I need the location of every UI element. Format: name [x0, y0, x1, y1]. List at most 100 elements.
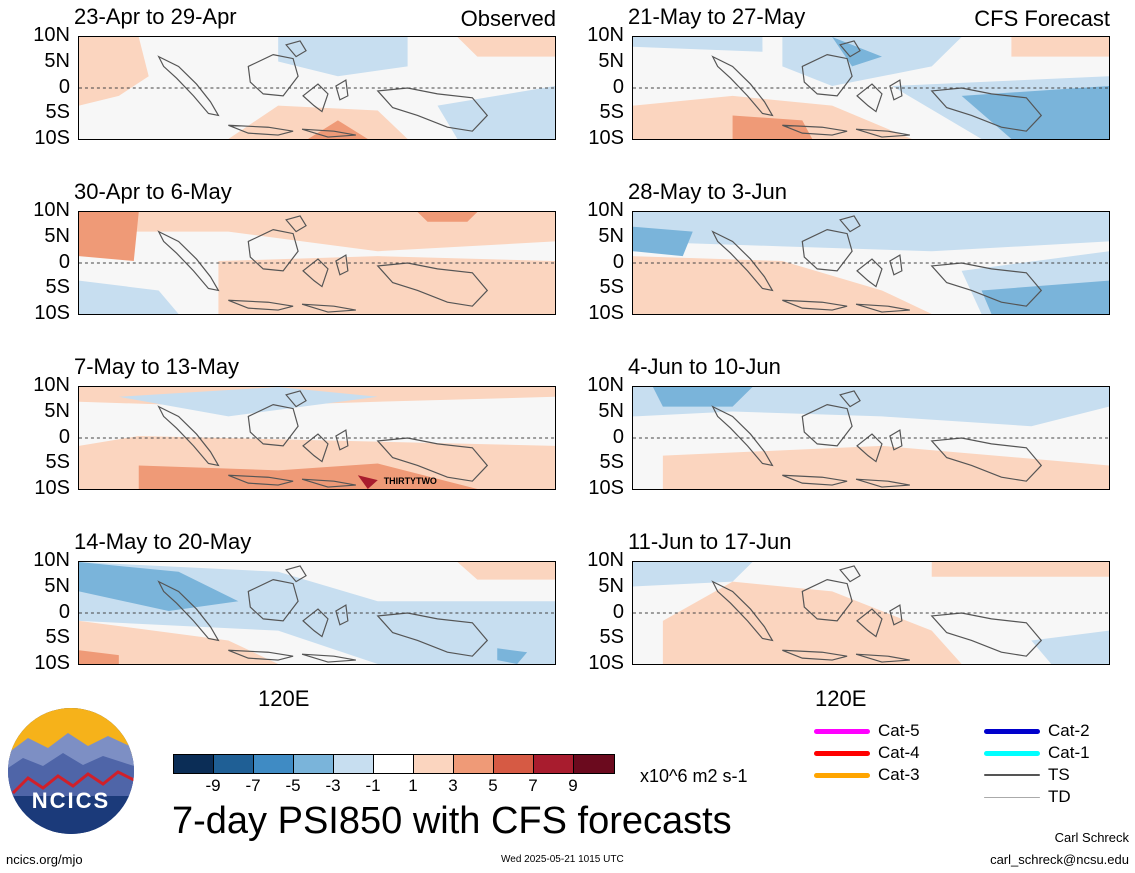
psi-contour	[633, 212, 1109, 252]
map-panel-obs-1	[78, 36, 556, 140]
psi-contour	[457, 37, 555, 57]
coastline	[301, 303, 356, 313]
psi-contour	[138, 463, 478, 489]
psi-contour	[633, 226, 693, 257]
coastline	[285, 215, 307, 233]
legend-swatch	[984, 796, 1040, 798]
coastline	[376, 262, 489, 307]
coastline	[839, 40, 861, 58]
coastline	[889, 254, 903, 276]
coastline	[285, 390, 307, 408]
lat-label: 0	[612, 76, 624, 98]
psi-map	[633, 387, 1109, 489]
psi-contour	[79, 562, 239, 612]
psi-contour	[79, 280, 179, 314]
coastline	[856, 258, 883, 288]
map-panel-obs-2	[78, 211, 556, 315]
lat-label: 5S	[599, 276, 624, 298]
legend-label: Cat-2	[1048, 721, 1090, 740]
psi-contour	[457, 562, 555, 580]
psi-contour	[981, 280, 1109, 314]
lat-label: 5N	[44, 50, 70, 72]
psi-contour	[662, 445, 1109, 489]
panel-title-fc-3: 4-Jun to 10-Jun	[628, 354, 781, 379]
psi-contour	[633, 256, 932, 314]
coastline	[228, 299, 294, 311]
lat-label: 5N	[598, 400, 624, 422]
psi-contour	[931, 562, 1109, 577]
psi-contour	[278, 37, 408, 77]
psi-contour	[662, 581, 962, 664]
legend-item-cat-3: Cat-3	[814, 764, 920, 786]
coastline	[376, 437, 489, 482]
lat-label: 5S	[45, 626, 70, 648]
lat-label: 5N	[44, 575, 70, 597]
colorbar-swatch	[214, 755, 254, 773]
legend-swatch	[984, 750, 1040, 756]
legend-label: Cat-3	[878, 765, 920, 784]
panel-title-fc-4: 11-Jun to 17-Jun	[628, 529, 792, 554]
legend-item-ts: TS	[984, 764, 1070, 786]
lat-label: 5N	[598, 225, 624, 247]
footer-email[interactable]: carl_schreck@ncsu.edu	[990, 852, 1129, 867]
lat-label: 10S	[34, 127, 70, 149]
lat-label: 10N	[33, 374, 70, 396]
coastline	[302, 433, 329, 463]
coastline	[930, 612, 1043, 657]
lat-label: 5N	[44, 225, 70, 247]
lat-label: 0	[612, 251, 624, 273]
colorbar-swatch	[294, 755, 334, 773]
panel-title-fc-1: 21-May to 27-May	[628, 4, 806, 29]
psi-map	[79, 212, 555, 314]
logo-text: NCICS	[31, 788, 111, 813]
psi-contour	[732, 115, 813, 139]
map-panel-fc-4	[632, 561, 1110, 665]
footer-author: Carl Schreck	[1054, 830, 1129, 845]
legend-swatch	[984, 774, 1040, 776]
lat-label: 5S	[45, 276, 70, 298]
coastline	[782, 474, 848, 486]
panel-label-obs-1: Observed	[460, 6, 556, 31]
coastline	[157, 230, 220, 292]
colorbar-tick: -3	[325, 776, 341, 795]
psi-map	[633, 212, 1109, 314]
footer-url[interactable]: ncics.org/mjo	[6, 852, 83, 867]
panel-title-obs-3: 7-May to 13-May	[74, 354, 240, 379]
coastline	[285, 565, 307, 583]
map-panel-fc-1	[632, 36, 1110, 140]
ncics-logo: NCICS	[8, 708, 134, 834]
psi-map	[79, 37, 555, 139]
coastline	[302, 83, 329, 113]
colorbar-swatch	[334, 755, 374, 773]
psi-contour	[652, 387, 753, 407]
lat-label: 5S	[599, 101, 624, 123]
lon-label-right: 120E	[815, 686, 867, 711]
coastline	[301, 653, 356, 663]
legend-label: TS	[1048, 765, 1070, 784]
lat-label: 10S	[34, 652, 70, 674]
psi-contour	[228, 105, 408, 139]
coastline	[228, 474, 294, 486]
coastline	[855, 653, 910, 663]
legend-swatch	[984, 728, 1040, 734]
coastline	[801, 579, 853, 622]
coastline	[856, 608, 883, 638]
legend-swatch	[814, 728, 870, 734]
coastline	[856, 433, 883, 463]
lat-label: 0	[612, 426, 624, 448]
colorbar-tick: -9	[205, 776, 221, 795]
coastline	[247, 579, 299, 622]
psi-contour	[417, 212, 478, 222]
panel-title-obs-2: 30-Apr to 6-May	[74, 179, 232, 204]
coastline	[335, 604, 349, 626]
legend-label: Cat-5	[878, 721, 920, 740]
coastline	[247, 54, 299, 97]
coastline	[711, 230, 774, 292]
psi-contour	[79, 37, 149, 106]
psi-map	[79, 562, 555, 664]
lat-label: 10S	[588, 477, 624, 499]
lat-label: 5S	[45, 451, 70, 473]
psi-contour	[79, 620, 279, 664]
coastline	[855, 478, 910, 488]
lat-label: 10S	[34, 302, 70, 324]
